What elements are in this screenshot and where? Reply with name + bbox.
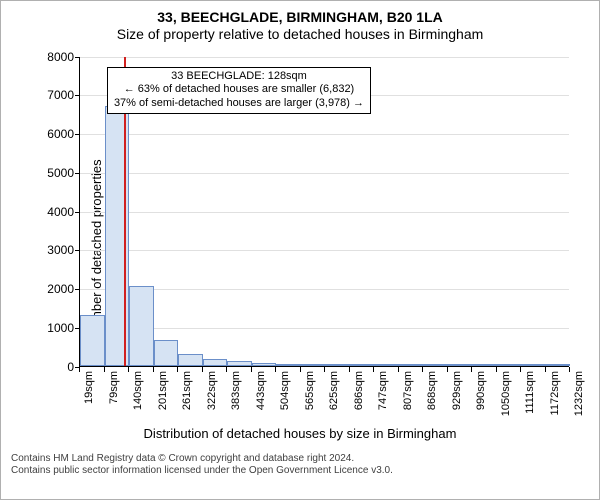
x-tick-mark bbox=[128, 367, 129, 372]
histogram-bar bbox=[521, 364, 546, 366]
x-tick-label: 79sqm bbox=[108, 371, 120, 404]
x-tick-mark bbox=[324, 367, 325, 372]
attribution-line-1: Contains HM Land Registry data © Crown c… bbox=[11, 453, 589, 466]
x-tick-label: 686sqm bbox=[353, 371, 365, 410]
x-tick-mark bbox=[569, 367, 570, 372]
histogram-bar bbox=[129, 286, 154, 365]
chart-container: 33, BEECHGLADE, BIRMINGHAM, B20 1LA Size… bbox=[0, 0, 600, 500]
annotation-line-2: ← 63% of detached houses are smaller (6,… bbox=[114, 83, 364, 97]
x-tick-label: 19sqm bbox=[83, 371, 95, 404]
x-tick-label: 443sqm bbox=[255, 371, 267, 410]
y-tick-label: 1000 bbox=[47, 321, 80, 335]
x-tick-label: 990sqm bbox=[475, 371, 487, 410]
y-tick-label: 8000 bbox=[47, 50, 80, 64]
histogram-bar bbox=[423, 364, 448, 366]
x-tick-label: 201sqm bbox=[157, 371, 169, 410]
y-tick-label: 2000 bbox=[47, 282, 80, 296]
chart-area: Number of detached properties 0100020003… bbox=[11, 49, 589, 449]
x-tick-label: 868sqm bbox=[426, 371, 438, 410]
histogram-bar bbox=[301, 364, 326, 366]
y-tick-label: 3000 bbox=[47, 243, 80, 257]
histogram-bar bbox=[178, 354, 203, 366]
annotation-line-3: 37% of semi-detached houses are larger (… bbox=[114, 97, 364, 111]
x-tick-label: 261sqm bbox=[181, 371, 193, 410]
attribution: Contains HM Land Registry data © Crown c… bbox=[11, 453, 589, 478]
histogram-bar bbox=[80, 315, 105, 365]
x-tick-label: 1111sqm bbox=[524, 371, 536, 414]
histogram-bar bbox=[448, 364, 473, 366]
x-tick-mark bbox=[226, 367, 227, 372]
histogram-bar bbox=[276, 364, 301, 366]
annotation-line-1: 33 BEECHGLADE: 128sqm bbox=[114, 70, 364, 84]
x-tick-mark bbox=[251, 367, 252, 372]
x-tick-mark bbox=[202, 367, 203, 372]
annotation-box: 33 BEECHGLADE: 128sqm← 63% of detached h… bbox=[107, 67, 371, 114]
histogram-bar bbox=[227, 361, 252, 365]
histogram-bar bbox=[374, 364, 399, 366]
histogram-bar bbox=[399, 364, 424, 366]
x-axis-label: Distribution of detached houses by size … bbox=[11, 426, 589, 441]
histogram-bar bbox=[252, 363, 277, 366]
gridline bbox=[80, 173, 569, 174]
histogram-bar bbox=[154, 340, 179, 365]
histogram-bar bbox=[203, 359, 228, 366]
x-tick-label: 565sqm bbox=[304, 371, 316, 410]
gridline bbox=[80, 57, 569, 58]
page-title: 33, BEECHGLADE, BIRMINGHAM, B20 1LA bbox=[11, 9, 589, 26]
histogram-bar bbox=[350, 364, 375, 366]
x-tick-label: 625sqm bbox=[328, 371, 340, 410]
y-tick-label: 5000 bbox=[47, 166, 80, 180]
x-tick-label: 1050sqm bbox=[500, 371, 512, 416]
attribution-line-2: Contains public sector information licen… bbox=[11, 465, 589, 478]
gridline bbox=[80, 134, 569, 135]
x-tick-label: 504sqm bbox=[279, 371, 291, 410]
x-tick-mark bbox=[79, 367, 80, 372]
gridline bbox=[80, 250, 569, 251]
x-tick-label: 383sqm bbox=[230, 371, 242, 410]
x-tick-mark bbox=[153, 367, 154, 372]
histogram-bar bbox=[325, 364, 350, 366]
x-tick-label: 1232sqm bbox=[573, 371, 585, 416]
histogram-bar bbox=[472, 364, 497, 366]
x-tick-mark bbox=[104, 367, 105, 372]
x-tick-mark bbox=[520, 367, 521, 372]
x-tick-mark bbox=[447, 367, 448, 372]
x-tick-mark bbox=[177, 367, 178, 372]
x-tick-label: 140sqm bbox=[132, 371, 144, 410]
x-tick-label: 747sqm bbox=[377, 371, 389, 410]
x-tick-label: 1172sqm bbox=[549, 371, 561, 415]
histogram-bar bbox=[546, 364, 571, 366]
x-tick-mark bbox=[300, 367, 301, 372]
y-tick-label: 6000 bbox=[47, 127, 80, 141]
x-tick-mark bbox=[275, 367, 276, 372]
x-tick-label: 929sqm bbox=[451, 371, 463, 410]
y-tick-label: 4000 bbox=[47, 205, 80, 219]
page-subtitle: Size of property relative to detached ho… bbox=[11, 26, 589, 43]
x-tick-mark bbox=[373, 367, 374, 372]
x-tick-label: 807sqm bbox=[402, 371, 414, 410]
x-tick-mark bbox=[545, 367, 546, 372]
x-tick-mark bbox=[422, 367, 423, 372]
gridline bbox=[80, 212, 569, 213]
plot-area: 01000200030004000500060007000800033 BEEC… bbox=[79, 57, 569, 367]
y-tick-label: 7000 bbox=[47, 88, 80, 102]
x-tick-label: 322sqm bbox=[206, 371, 218, 410]
histogram-bar bbox=[497, 364, 522, 366]
x-tick-mark bbox=[398, 367, 399, 372]
x-tick-area: 19sqm 79sqm 140sqm 201sqm 261sqm 322sqm 383sqm… bbox=[79, 367, 569, 427]
x-tick-mark bbox=[349, 367, 350, 372]
x-tick-mark bbox=[496, 367, 497, 372]
x-tick-mark bbox=[471, 367, 472, 372]
